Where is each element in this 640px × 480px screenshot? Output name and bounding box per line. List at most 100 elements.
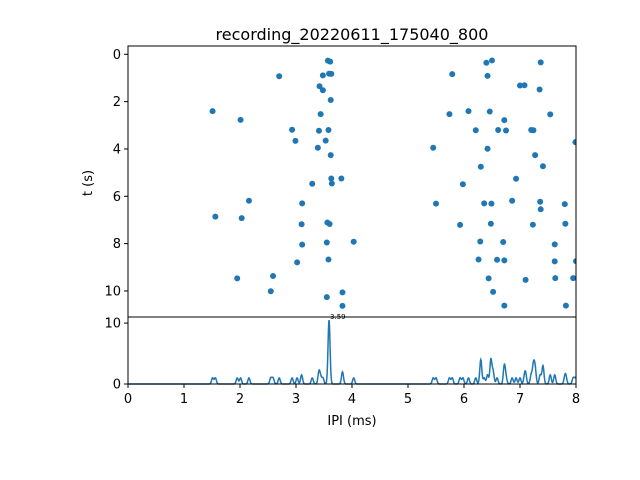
raster-point	[238, 215, 245, 222]
raster-y-tick-label: 2	[113, 95, 121, 110]
raster-point	[537, 206, 544, 213]
raster-point	[501, 302, 508, 309]
raster-point	[323, 294, 330, 301]
raster-point	[237, 116, 244, 123]
raster-point	[430, 144, 437, 151]
raster-point	[489, 57, 495, 64]
raster-point	[552, 275, 559, 282]
raster-point	[209, 108, 216, 115]
raster-point	[487, 220, 494, 227]
raster-point	[472, 127, 479, 134]
raster-point	[457, 221, 464, 228]
ipi-frame	[127, 316, 577, 385]
raster-point	[350, 238, 357, 245]
raster-point	[338, 175, 345, 182]
raster-point	[570, 275, 576, 282]
raster-point	[328, 70, 335, 77]
raster-point	[484, 72, 491, 79]
raster-panel: recording_20220611_175040_800 t (s) 0 2 4 6…	[81, 25, 577, 318]
ipi-x-tick-label: 6	[460, 392, 468, 407]
raster-y-tick-label: 4	[113, 142, 121, 157]
raster-point	[501, 117, 508, 124]
raster-point	[316, 83, 323, 90]
raster-point	[212, 213, 219, 220]
raster-point	[475, 256, 482, 263]
raster-point	[494, 256, 501, 263]
raster-point	[573, 258, 576, 265]
raster-point	[513, 175, 520, 182]
raster-point	[270, 273, 277, 280]
raster-point	[459, 181, 466, 188]
raster-point	[322, 137, 329, 144]
raster-point	[325, 256, 332, 263]
raster-y-tick-label: 10	[104, 284, 121, 299]
ipi-x-tick-label: 0	[124, 392, 132, 407]
raster-point	[547, 111, 554, 118]
raster-point	[529, 221, 536, 228]
raster-point	[298, 221, 305, 228]
chart-title: recording_20220611_175040_800	[216, 25, 489, 45]
raster-point	[328, 175, 335, 182]
raster-point	[245, 197, 252, 204]
raster-point	[501, 257, 508, 264]
raster-point	[481, 200, 488, 207]
raster-point	[537, 198, 544, 205]
raster-point	[488, 200, 495, 207]
raster-points	[209, 57, 576, 309]
raster-point	[292, 137, 299, 144]
raster-point	[319, 87, 326, 94]
raster-point	[309, 180, 316, 187]
raster-point	[522, 276, 529, 283]
raster-point	[315, 127, 322, 134]
raster-point	[327, 58, 334, 65]
raster-point	[495, 127, 502, 134]
ipi-x-tick-label: 1	[180, 392, 188, 407]
raster-point	[503, 127, 509, 134]
raster-y-tick-label: 6	[113, 190, 121, 205]
raster-point	[314, 144, 321, 151]
raster-y-ticks: 0 2 4 6 8 10	[104, 48, 128, 299]
raster-point	[294, 259, 301, 266]
raster-point	[530, 127, 537, 134]
raster-point	[483, 59, 490, 66]
raster-point	[328, 180, 335, 187]
raster-frame	[127, 45, 577, 318]
raster-point	[477, 238, 484, 245]
raster-point	[486, 108, 493, 115]
ipi-y-ticks: 0 10	[104, 317, 128, 393]
ipi-x-tick-label: 8	[572, 392, 580, 407]
raster-point	[551, 241, 558, 248]
raster-point	[289, 126, 296, 133]
raster-point	[537, 59, 544, 66]
raster-point	[327, 96, 334, 103]
raster-y-axis-label: t (s)	[81, 170, 96, 196]
raster-point	[276, 73, 283, 80]
raster-point	[433, 200, 439, 207]
ipi-x-tick-label: 7	[516, 392, 524, 407]
raster-point	[551, 258, 558, 265]
raster-point	[299, 241, 306, 248]
raster-point	[521, 82, 528, 89]
raster-point	[562, 220, 569, 227]
raster-point	[562, 302, 569, 309]
raster-point	[323, 239, 330, 246]
raster-point	[532, 152, 539, 159]
ipi-x-tick-label: 5	[404, 392, 412, 407]
raster-point	[339, 289, 346, 296]
ipi-y-tick-label: 0	[113, 378, 121, 393]
raster-y-tick-label: 0	[113, 48, 121, 63]
raster-point	[465, 108, 472, 115]
raster-point	[561, 201, 568, 208]
ipi-x-tick-label: 4	[348, 392, 356, 407]
raster-point	[517, 82, 523, 89]
ipi-x-tick-label: 2	[236, 392, 244, 407]
ipi-x-tick-label: 3	[292, 392, 300, 407]
raster-point	[477, 163, 484, 170]
raster-point	[536, 86, 543, 93]
raster-point	[326, 220, 333, 227]
ipi-x-ticks: 0 1 2 3 4 5 6 7 8	[124, 384, 580, 407]
raster-point	[319, 72, 326, 79]
raster-point	[446, 111, 453, 118]
raster-point	[339, 302, 346, 309]
raster-point	[484, 145, 491, 152]
